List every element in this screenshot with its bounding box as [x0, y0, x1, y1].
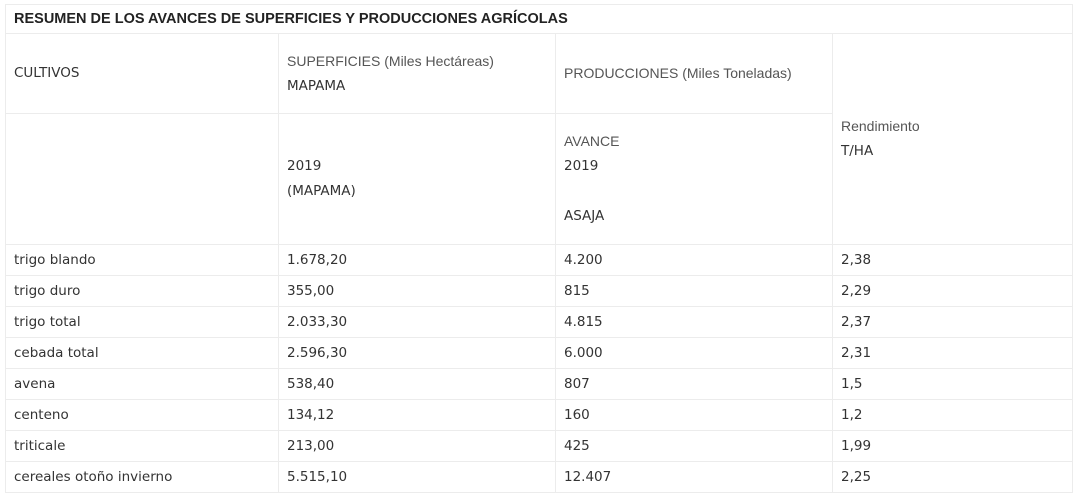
rendimiento-label: Rendimiento: [841, 118, 920, 134]
cell-produccion: 160: [555, 399, 833, 431]
spacer: [564, 179, 824, 204]
summary-table: RESUMEN DE LOS AVANCES DE SUPERFICIES Y …: [4, 4, 1074, 493]
superficies-label: SUPERFICIES (Miles Hectáreas): [287, 52, 494, 69]
table-row: cereales otoño invierno 5.515,10 12.407 …: [5, 461, 1074, 493]
cell-produccion: 815: [555, 275, 833, 307]
cell-superficie: 2.596,30: [278, 337, 556, 369]
cell-cultivo: cereales otoño invierno: [5, 461, 279, 493]
cell-rendimiento: 1,2: [831, 399, 1074, 431]
header-rendimiento: Rendimiento T/HA: [831, 33, 1074, 245]
summary-table-container: RESUMEN DE LOS AVANCES DE SUPERFICIES Y …: [4, 4, 1074, 493]
header-producciones: PRODUCCIONES (Miles Toneladas): [555, 33, 833, 114]
producciones-label: PRODUCCIONES (Miles Toneladas): [564, 64, 792, 81]
superficies-year-source: (MAPAMA): [287, 183, 356, 199]
cell-superficie: 134,12: [278, 399, 556, 431]
table-row: trigo blando 1.678,20 4.200 2,38: [5, 244, 1074, 276]
cell-rendimiento: 2,38: [831, 244, 1074, 276]
cell-cultivo: triticale: [5, 430, 279, 462]
header-superficies: SUPERFICIES (Miles Hectáreas) MAPAMA: [278, 33, 556, 114]
rendimiento-unit: T/HA: [841, 143, 874, 159]
cell-rendimiento: 2,25: [831, 461, 1074, 493]
cell-rendimiento: 1,5: [831, 368, 1074, 400]
cell-rendimiento: 1,99: [831, 430, 1074, 462]
header-cultivos-empty: [5, 113, 279, 245]
cell-superficie: 355,00: [278, 275, 556, 307]
cell-cultivo: cebada total: [5, 337, 279, 369]
table-row: trigo duro 355,00 815 2,29: [5, 275, 1074, 307]
superficies-year: 2019: [287, 158, 322, 174]
table-row: trigo total 2.033,30 4.815 2,37: [5, 306, 1074, 338]
table-title: RESUMEN DE LOS AVANCES DE SUPERFICIES Y …: [4, 4, 1074, 34]
cell-produccion: 12.407: [555, 461, 833, 493]
cell-rendimiento: 2,37: [831, 306, 1074, 338]
cell-superficie: 213,00: [278, 430, 556, 462]
header-row-1: CULTIVOS SUPERFICIES (Miles Hectáreas) M…: [5, 33, 1074, 245]
cell-produccion: 4.200: [555, 244, 833, 276]
cell-rendimiento: 2,29: [831, 275, 1074, 307]
cell-produccion: 4.815: [555, 306, 833, 338]
table-row: triticale 213,00 425 1,99: [5, 430, 1074, 462]
table-row: centeno 134,12 160 1,2: [5, 399, 1074, 431]
header-producciones-year: AVANCE 2019 ASAJA: [555, 113, 833, 245]
cell-cultivo: centeno: [5, 399, 279, 431]
cell-superficie: 5.515,10: [278, 461, 556, 493]
producciones-avance: AVANCE: [564, 133, 620, 149]
cell-superficie: 538,40: [278, 368, 556, 400]
table-row: cebada total 2.596,30 6.000 2,31: [5, 337, 1074, 369]
producciones-source: ASAJA: [564, 208, 605, 224]
cell-cultivo: trigo blando: [5, 244, 279, 276]
cell-rendimiento: 2,31: [831, 337, 1074, 369]
producciones-year: 2019: [564, 158, 599, 174]
cell-cultivo: trigo total: [5, 306, 279, 338]
superficies-source: MAPAMA: [287, 77, 346, 94]
cell-superficie: 2.033,30: [278, 306, 556, 338]
cell-superficie: 1.678,20: [278, 244, 556, 276]
cell-cultivo: trigo duro: [5, 275, 279, 307]
cell-produccion: 425: [555, 430, 833, 462]
header-superficies-year: 2019 (MAPAMA): [278, 113, 556, 245]
header-cultivos: CULTIVOS: [5, 33, 279, 114]
table-row: avena 538,40 807 1,5: [5, 368, 1074, 400]
title-row: RESUMEN DE LOS AVANCES DE SUPERFICIES Y …: [4, 4, 1074, 34]
cell-produccion: 6.000: [555, 337, 833, 369]
cell-cultivo: avena: [5, 368, 279, 400]
cell-produccion: 807: [555, 368, 833, 400]
